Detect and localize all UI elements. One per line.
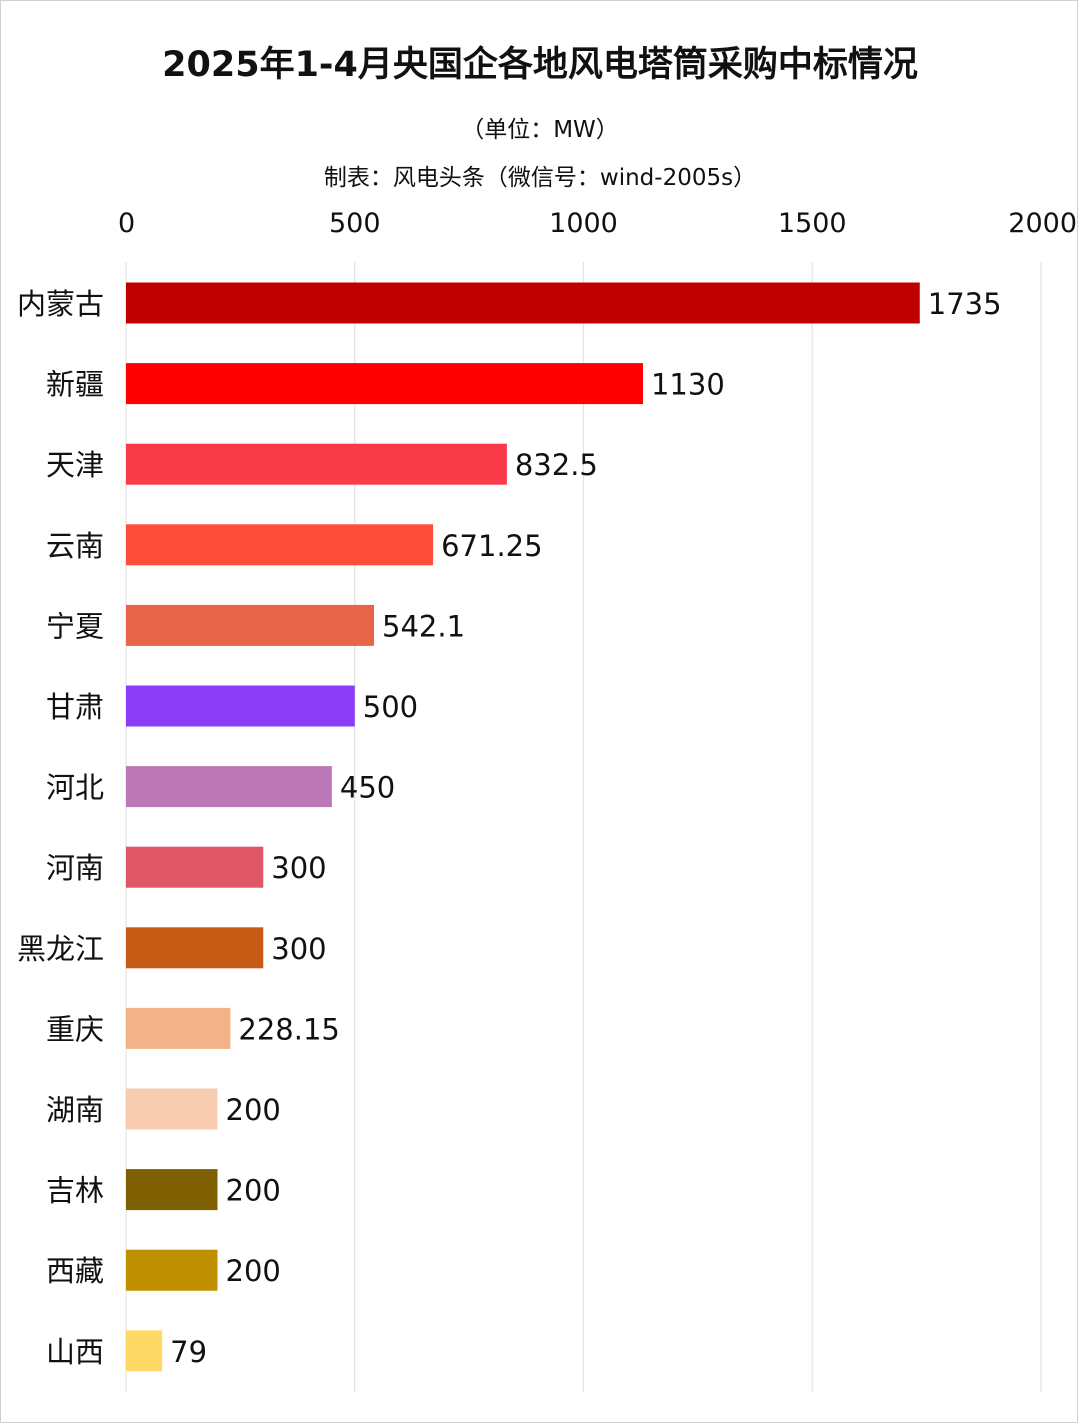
chart-title: 2025年1-4月央国企各地风电塔筒采购中标情况	[162, 45, 918, 85]
value-label: 542.1	[382, 609, 465, 643]
chart-subtitle: （单位：MW）	[461, 117, 619, 143]
value-label: 1130	[651, 368, 725, 402]
value-label: 79	[170, 1335, 207, 1369]
value-label: 832.5	[515, 448, 598, 482]
bar	[126, 1007, 231, 1049]
bar	[126, 927, 264, 969]
category-label: 黑龙江	[17, 932, 104, 966]
value-label: 1735	[928, 287, 1002, 321]
bar	[126, 766, 332, 808]
category-label: 重庆	[46, 1012, 104, 1046]
value-label: 450	[340, 771, 395, 805]
x-tick-label: 1500	[778, 208, 847, 239]
bar	[126, 846, 264, 888]
category-label: 宁夏	[46, 609, 104, 643]
x-tick-label: 2000	[1008, 208, 1077, 239]
bar	[126, 443, 507, 485]
bar	[126, 685, 355, 727]
category-label: 甘肃	[46, 690, 104, 724]
value-label: 300	[271, 932, 326, 966]
value-label: 200	[226, 1093, 281, 1127]
bar	[126, 524, 434, 566]
x-tick-label: 0	[118, 208, 135, 239]
chart-credit: 制表：风电头条（微信号：wind-2005s）	[323, 165, 757, 191]
bar	[126, 1330, 163, 1372]
value-label: 300	[271, 851, 326, 885]
value-label: 500	[363, 690, 418, 724]
gridlines	[125, 262, 1042, 1392]
bar	[126, 282, 920, 324]
x-axis-ticks: 0 500 1000 1500 2000	[118, 208, 1077, 239]
category-label: 吉林	[46, 1174, 104, 1208]
category-label: 西藏	[46, 1254, 104, 1288]
category-label: 河北	[46, 771, 104, 805]
bars	[126, 282, 920, 1372]
bar	[126, 1249, 218, 1291]
category-label: 新疆	[46, 368, 104, 402]
bar	[126, 1169, 218, 1211]
category-label: 天津	[46, 448, 104, 482]
category-label: 河南	[46, 851, 104, 885]
category-label: 山西	[46, 1335, 104, 1369]
value-label: 228.15	[238, 1012, 339, 1046]
category-label: 云南	[46, 529, 104, 563]
value-label: 671.25	[441, 529, 542, 563]
category-label: 湖南	[46, 1093, 104, 1127]
value-labels: 1735 1130 832.5 671.25 542.1 500 450 300 300 228.…	[170, 287, 1001, 1369]
x-tick-label: 1000	[549, 208, 618, 239]
value-label: 200	[226, 1174, 281, 1208]
bar	[126, 1088, 218, 1130]
bar	[126, 604, 375, 646]
x-tick-label: 500	[329, 208, 381, 239]
bar	[126, 363, 643, 405]
value-label: 200	[226, 1254, 281, 1288]
category-label: 内蒙古	[17, 287, 104, 321]
